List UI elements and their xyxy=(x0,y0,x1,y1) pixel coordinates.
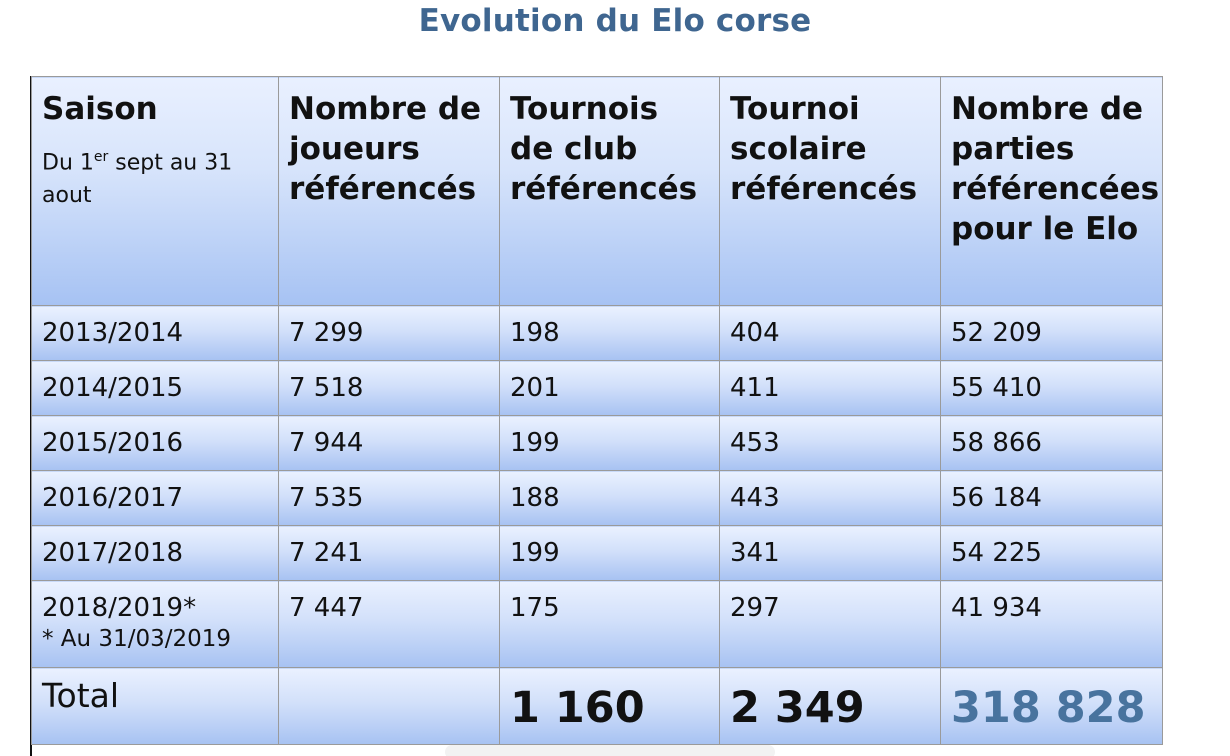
cell-saison: 2017/2018 xyxy=(31,525,279,581)
total-scolaire-value: 2 349 xyxy=(730,683,865,733)
cell-club: 175 xyxy=(499,580,720,668)
table-row: 2014/2015 7 518 201 411 55 410 xyxy=(31,360,1163,416)
cell-joueurs: 7 518 xyxy=(278,360,500,416)
cell-saison: 2015/2016 xyxy=(31,415,279,471)
page-title: Evolution du Elo corse xyxy=(418,3,812,39)
cell-parties: 52 209 xyxy=(940,305,1163,361)
header-saison-label: Saison xyxy=(42,91,158,127)
total-label: Total xyxy=(42,676,120,715)
table-row: 2013/2014 7 299 198 404 52 209 xyxy=(31,305,1163,361)
cell-scolaire: 297 xyxy=(719,580,941,668)
total-scolaire: 2 349 xyxy=(719,667,941,745)
cell-scolaire: 404 xyxy=(719,305,941,361)
cell-saison-value: 2018/2019* xyxy=(42,593,197,623)
cell-scolaire: 443 xyxy=(719,470,941,526)
total-label-cell: Total xyxy=(31,667,279,745)
table-row: 2018/2019* * Au 31/03/2019 7 447 175 297… xyxy=(31,580,1163,668)
cell-joueurs: 7 241 xyxy=(278,525,500,581)
cell-joueurs: 7 535 xyxy=(278,470,500,526)
cell-club: 201 xyxy=(499,360,720,416)
header-joueurs: Nombre de joueurs référencés xyxy=(278,76,500,306)
cell-joueurs: 7 944 xyxy=(278,415,500,471)
cell-joueurs: 7 447 xyxy=(278,580,500,668)
cell-saison: 2016/2017 xyxy=(31,470,279,526)
header-scolaire: Tournoi scolaire référencés xyxy=(719,76,941,306)
subtitle-sup: er xyxy=(93,149,109,165)
elo-table: Saison Du 1er sept au 31 aout Nombre de … xyxy=(31,76,1163,745)
cell-scolaire: 341 xyxy=(719,525,941,581)
cell-club: 198 xyxy=(499,305,720,361)
total-parties: 318 828 xyxy=(940,667,1163,745)
cell-saison: 2013/2014 xyxy=(31,305,279,361)
table-row: 2015/2016 7 944 199 453 58 866 xyxy=(31,415,1163,471)
cell-scolaire: 411 xyxy=(719,360,941,416)
table-header-row: Saison Du 1er sept au 31 aout Nombre de … xyxy=(31,76,1163,306)
table-row: 2017/2018 7 241 199 341 54 225 xyxy=(31,525,1163,581)
cell-parties: 58 866 xyxy=(940,415,1163,471)
total-joueurs xyxy=(278,667,500,745)
cell-parties: 56 184 xyxy=(940,470,1163,526)
cell-parties: 54 225 xyxy=(940,525,1163,581)
header-club: Tournois de club référencés xyxy=(499,76,720,306)
total-club-value: 1 160 xyxy=(510,683,645,733)
cell-saison: 2014/2015 xyxy=(31,360,279,416)
cell-joueurs: 7 299 xyxy=(278,305,500,361)
cell-scolaire: 453 xyxy=(719,415,941,471)
cell-parties: 55 410 xyxy=(940,360,1163,416)
footnote: * Au 31/03/2019 xyxy=(42,626,231,652)
bottom-shadow xyxy=(445,745,775,756)
header-parties: Nombre de parties référencées pour le El… xyxy=(940,76,1163,306)
cell-saison: 2018/2019* * Au 31/03/2019 xyxy=(31,580,279,668)
total-row: Total 1 160 2 349 318 828 xyxy=(31,667,1163,745)
total-parties-value: 318 828 xyxy=(951,683,1146,733)
table-row: 2016/2017 7 535 188 443 56 184 xyxy=(31,470,1163,526)
cell-parties: 41 934 xyxy=(940,580,1163,668)
header-saison: Saison Du 1er sept au 31 aout xyxy=(31,76,279,306)
header-saison-subtitle: Du 1er sept au 31 aout xyxy=(42,141,268,212)
cell-club: 188 xyxy=(499,470,720,526)
cell-club: 199 xyxy=(499,415,720,471)
total-club: 1 160 xyxy=(499,667,720,745)
cell-club: 199 xyxy=(499,525,720,581)
subtitle-prefix: Du 1 xyxy=(42,150,94,176)
subtitle-suffix: sept au 31 aout xyxy=(42,150,233,209)
